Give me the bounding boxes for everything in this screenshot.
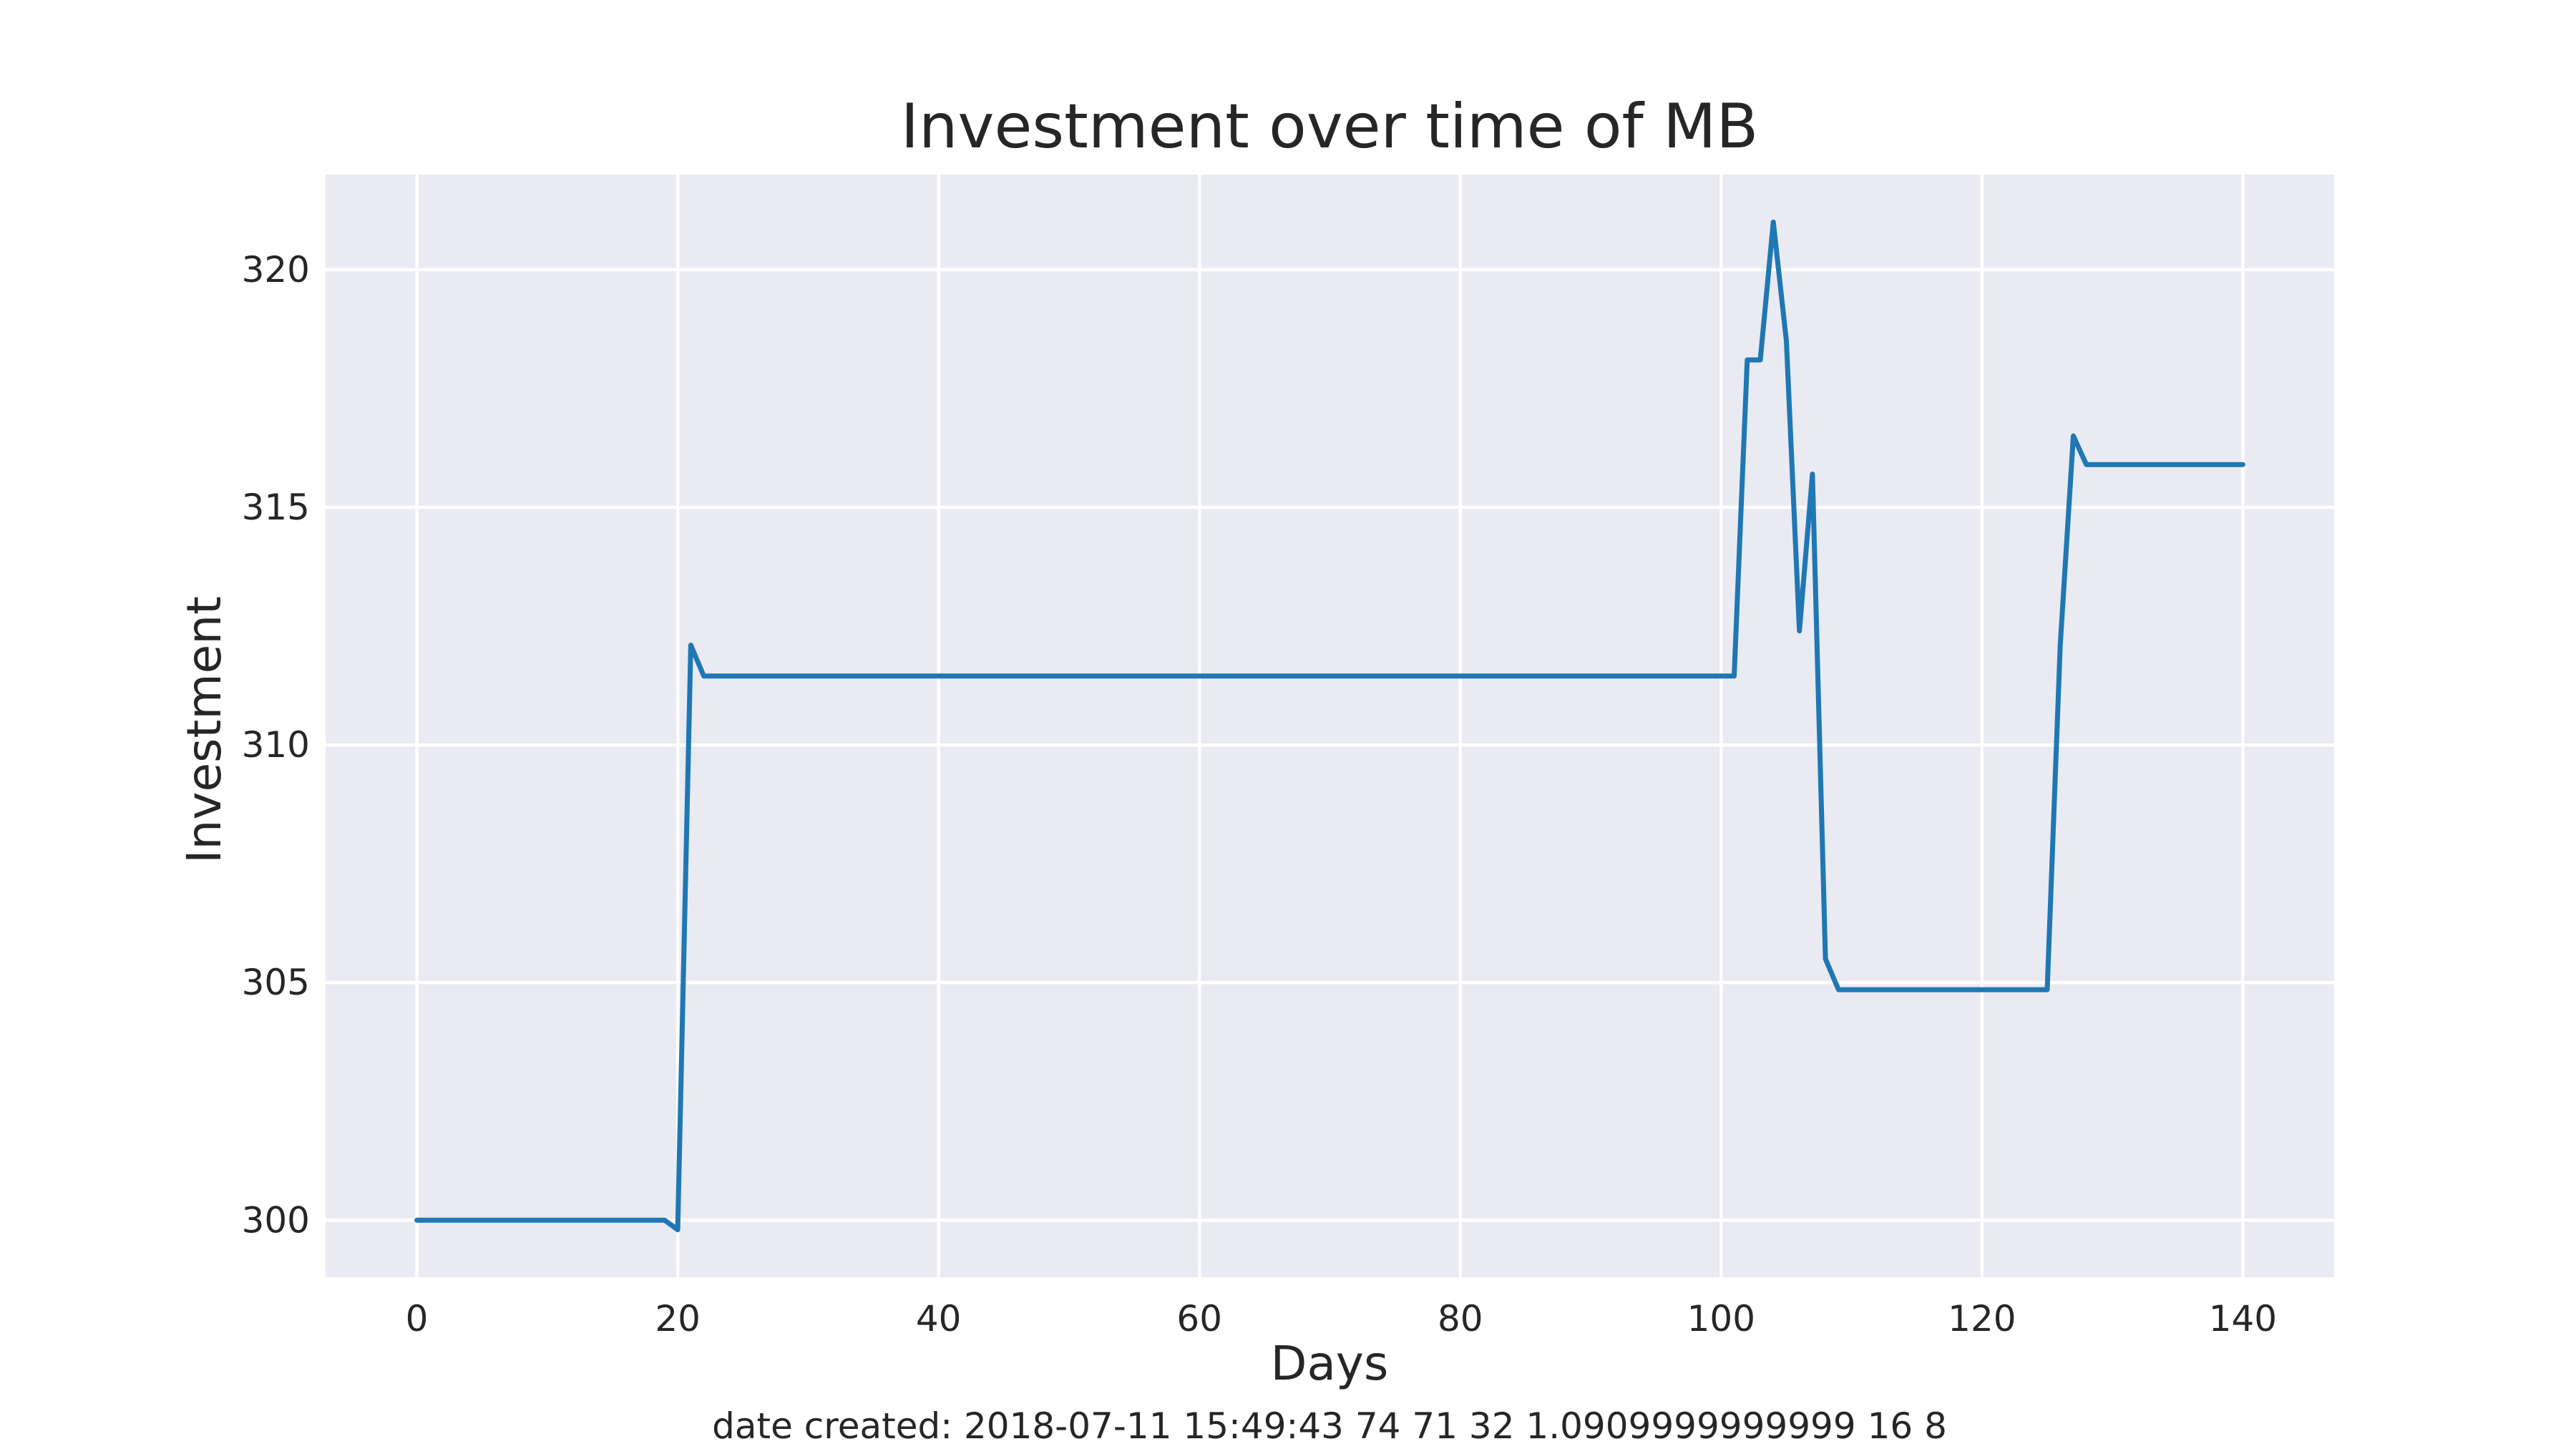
chart-title: Investment over time of MB (901, 91, 1759, 162)
x-tick-label: 20 (655, 1298, 701, 1340)
x-gridlines (415, 175, 2245, 1277)
y-tick-label: 305 (242, 962, 310, 1003)
y-tick-label: 315 (242, 487, 310, 528)
y-tick-labels: 300 305 310 315 320 (242, 249, 310, 1241)
x-tick-label: 120 (1948, 1298, 2016, 1340)
x-tick-label: 80 (1438, 1298, 1483, 1340)
plot-area (326, 175, 2334, 1277)
x-tick-label: 100 (1687, 1298, 1755, 1340)
x-tick-labels: 0 20 40 60 80 100 120 140 (406, 1298, 2277, 1340)
investment-series-line (414, 219, 2245, 1233)
x-axis-label: Days (1271, 1336, 1389, 1391)
x-tick-label: 0 (406, 1298, 429, 1340)
y-axis-label: Investment (177, 596, 232, 864)
date-created-footer: date created: 2018-07-11 15:49:43 74 71 … (712, 1405, 1947, 1447)
x-tick-label: 40 (916, 1298, 962, 1340)
x-tick-label: 140 (2209, 1298, 2277, 1340)
y-gridlines (326, 268, 2334, 1222)
y-tick-label: 320 (242, 249, 310, 291)
y-tick-label: 300 (242, 1199, 310, 1241)
x-tick-label: 60 (1176, 1298, 1222, 1340)
y-tick-label: 310 (242, 724, 310, 766)
